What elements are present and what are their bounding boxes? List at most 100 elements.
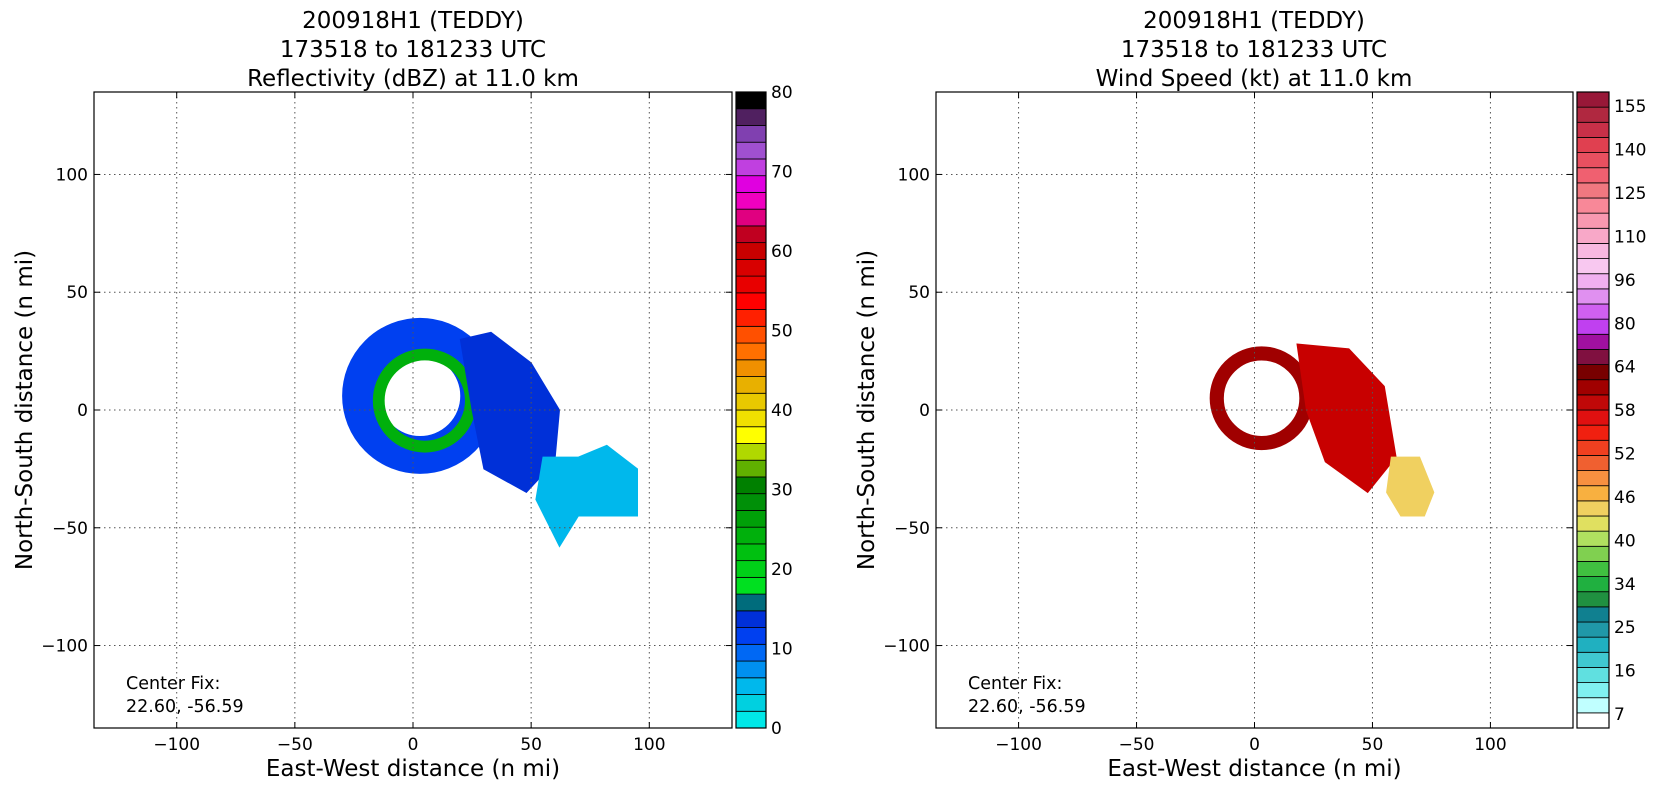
y-tick-label: −50 xyxy=(52,519,88,539)
colorbar-segment xyxy=(1576,682,1610,699)
colorbar-segment xyxy=(1576,258,1610,275)
colorbar-segment xyxy=(735,309,767,327)
colorbar-segment xyxy=(735,510,767,528)
colorbar-tick-label: 20 xyxy=(771,560,793,580)
colorbar-segment xyxy=(1576,152,1610,169)
colorbar-segment xyxy=(1576,561,1610,577)
colorbar-tick-label: 70 xyxy=(771,163,793,183)
colorbar-segment xyxy=(735,560,767,578)
y-tick-label: 0 xyxy=(77,401,88,421)
colorbar-tick-label: 7 xyxy=(1614,705,1625,725)
colorbar-tick-label: 110 xyxy=(1614,227,1646,247)
colorbar-segment xyxy=(735,258,767,277)
echo-ring xyxy=(1209,346,1314,451)
colorbar-tick-label: 30 xyxy=(771,481,793,501)
colorbar-tick-label: 58 xyxy=(1614,401,1636,421)
chart-title-line: 173518 to 181233 UTC xyxy=(1121,37,1387,63)
colorbar-segment xyxy=(1576,91,1610,108)
colorbar-tick-label: 40 xyxy=(1614,531,1636,551)
colorbar-tick-label: 16 xyxy=(1614,662,1636,682)
colorbar-segment xyxy=(1576,394,1610,411)
colorbar-tick-label: 52 xyxy=(1614,445,1636,465)
colorbar-segment xyxy=(1576,182,1610,199)
colorbar-segment xyxy=(735,242,767,260)
y-tick-label: 50 xyxy=(908,283,930,303)
colorbar-segment xyxy=(1576,227,1610,244)
colorbar-tick-label: 40 xyxy=(771,401,793,421)
colorbar-segment xyxy=(1576,591,1610,608)
colorbar-segment xyxy=(735,376,767,394)
colorbar-segment xyxy=(1576,621,1610,638)
colorbar-segment xyxy=(735,409,767,428)
colorbar-segment xyxy=(1576,545,1610,562)
x-tick-label: −50 xyxy=(1119,735,1155,755)
center-fix-annotation: 22.60, -56.59 xyxy=(968,697,1086,717)
colorbar: 0 10 20 30 40 50 60 70 80 xyxy=(735,83,793,739)
chart-panel-1: 200918H1 (TEDDY) 173518 to 181233 UTC Refl… xyxy=(12,8,793,782)
colorbar-segment xyxy=(735,493,767,511)
colorbar-tick-label: 25 xyxy=(1614,618,1636,638)
colorbar-tick-label: 64 xyxy=(1614,358,1636,378)
colorbar-segment xyxy=(1576,212,1610,229)
colorbar-segment xyxy=(1576,424,1610,441)
colorbar-tick-label: 10 xyxy=(771,640,793,660)
colorbar-segment xyxy=(735,526,767,545)
colorbar-segment xyxy=(1576,273,1610,290)
colorbar-segment xyxy=(735,677,767,695)
x-tick-label: 50 xyxy=(1362,735,1384,755)
x-tick-label: 0 xyxy=(1249,735,1260,755)
colorbar-segment xyxy=(735,392,767,411)
x-tick-label: 100 xyxy=(633,735,665,755)
colorbar-segment xyxy=(1576,455,1610,471)
colorbar-segment xyxy=(1576,712,1610,729)
colorbar-segment xyxy=(1576,636,1610,653)
colorbar-tick-label: 125 xyxy=(1614,184,1646,204)
colorbar-segment xyxy=(735,443,767,461)
colorbar-segment xyxy=(735,175,767,193)
colorbar-segment xyxy=(735,91,767,110)
colorbar-tick-label: 140 xyxy=(1614,141,1646,161)
colorbar-segment xyxy=(1576,333,1610,350)
colorbar-segment xyxy=(735,610,767,628)
x-tick-label: −100 xyxy=(153,735,200,755)
colorbar-segment xyxy=(735,543,767,562)
x-tick-label: −50 xyxy=(277,735,313,755)
colorbar-tick-label: 0 xyxy=(771,719,782,739)
y-tick-label: −50 xyxy=(894,519,930,539)
colorbar-segment xyxy=(1576,500,1610,517)
y-tick-label: 100 xyxy=(898,165,930,185)
chart-title-line: 200918H1 (TEDDY) xyxy=(302,8,524,34)
colorbar-segment xyxy=(1576,651,1610,668)
colorbar-segment xyxy=(735,459,767,478)
echo-band xyxy=(535,444,638,548)
colorbar-segment xyxy=(735,426,767,444)
colorbar-segment xyxy=(735,342,767,361)
colorbar-segment xyxy=(735,694,767,712)
colorbar-tick-label: 80 xyxy=(771,83,793,103)
colorbar-segment xyxy=(735,225,767,244)
colorbar-segment xyxy=(735,576,767,595)
colorbar-segment xyxy=(1576,485,1610,502)
data-features xyxy=(1209,343,1435,517)
y-axis-label: North-South distance (n mi) xyxy=(854,250,880,570)
center-fix-annotation: Center Fix: xyxy=(126,674,220,694)
y-tick-label: −100 xyxy=(883,637,930,657)
colorbar-tick-label: 50 xyxy=(771,322,793,342)
center-fix-annotation: Center Fix: xyxy=(968,674,1062,694)
colorbar-frame xyxy=(1576,91,1610,729)
colorbar-tick-label: 155 xyxy=(1614,97,1646,117)
colorbar-segment xyxy=(1576,697,1610,714)
center-fix-annotation: 22.60, -56.59 xyxy=(126,697,244,717)
colorbar-segment xyxy=(1576,606,1610,623)
colorbar-segment xyxy=(735,643,767,662)
colorbar-frame xyxy=(735,91,767,729)
colorbar-segment xyxy=(735,359,767,377)
x-tick-label: 100 xyxy=(1474,735,1506,755)
colorbar-segment xyxy=(1576,470,1610,487)
data-features xyxy=(342,317,638,548)
y-tick-label: 50 xyxy=(66,283,88,303)
colorbar-segment xyxy=(1576,167,1610,184)
x-tick-label: 50 xyxy=(520,735,542,755)
colorbar-segment xyxy=(1576,364,1610,381)
echo-ring xyxy=(372,348,477,453)
